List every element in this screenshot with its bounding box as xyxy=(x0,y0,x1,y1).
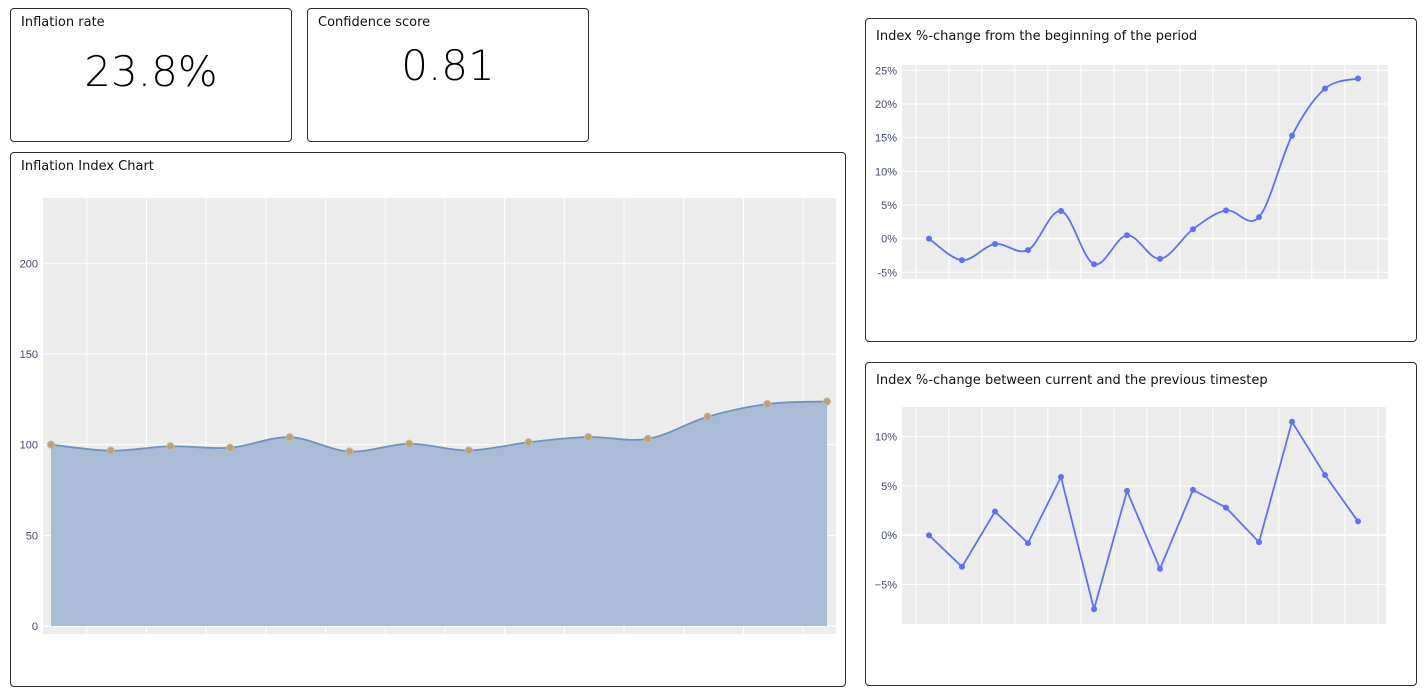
plot-background xyxy=(902,407,1386,624)
data-point xyxy=(1091,606,1097,613)
data-point xyxy=(1124,487,1130,494)
data-point xyxy=(926,235,932,242)
series-line xyxy=(50,400,828,453)
series-line xyxy=(928,419,1359,613)
y-tick-label: 25% xyxy=(875,65,897,77)
data-point xyxy=(992,241,998,248)
data-point xyxy=(1025,540,1031,547)
inflation-rate-card: Inflation rate 23.8% xyxy=(10,8,292,142)
confidence-score-label: Confidence score xyxy=(318,15,431,30)
data-point xyxy=(1223,504,1229,511)
y-tick-label: −5% xyxy=(875,580,898,592)
data-point xyxy=(1256,214,1262,221)
data-point xyxy=(1091,261,1097,268)
inflation-index-chart: 0 50 100 150 200 xyxy=(20,198,836,634)
data-point xyxy=(1322,472,1328,479)
data-point xyxy=(584,432,593,442)
data-point xyxy=(1223,207,1229,214)
data-point xyxy=(926,532,932,539)
data-point xyxy=(464,446,473,455)
data-point xyxy=(1058,208,1064,215)
data-point xyxy=(992,508,998,515)
y-tick-label: 20% xyxy=(875,99,897,111)
data-point xyxy=(1157,565,1163,572)
area-fill xyxy=(51,401,827,626)
data-point xyxy=(1025,247,1031,254)
y-tick-label: 150 xyxy=(20,349,38,361)
cumulative-change-chart: -5% 0% 5% 10% 15% 20% 25% xyxy=(875,65,1388,279)
confidence-score-value: 0.81 xyxy=(401,41,495,90)
data-point xyxy=(225,443,235,452)
chart-title: Index %-change between current and the p… xyxy=(876,373,1268,388)
confidence-score-card: Confidence score 0.81 xyxy=(307,8,589,142)
inflation-index-chart-card: Inflation Index Chart 0 50 100 150 200 xyxy=(10,152,846,687)
data-point xyxy=(1190,226,1196,233)
data-point xyxy=(959,257,965,264)
y-tick-label: 0% xyxy=(881,530,897,542)
y-tick-label: 50 xyxy=(26,530,38,542)
step-change-chart-card: Index %-change between current and the p… xyxy=(865,362,1417,686)
data-point xyxy=(1355,518,1361,525)
plot-background xyxy=(902,65,1388,279)
data-point xyxy=(822,397,832,406)
data-point xyxy=(1355,75,1361,82)
data-point xyxy=(959,563,965,570)
y-tick-label: 0 xyxy=(32,621,38,633)
y-tick-label: 10% xyxy=(875,166,897,178)
y-tick-label: 15% xyxy=(875,133,897,145)
data-point xyxy=(1289,418,1295,425)
data-point xyxy=(1157,255,1163,262)
data-point xyxy=(166,442,175,451)
y-tick-label: 0% xyxy=(881,234,897,246)
data-point xyxy=(1124,232,1130,239)
data-point xyxy=(1058,474,1064,481)
data-point xyxy=(46,440,56,449)
data-point xyxy=(703,412,712,421)
data-point xyxy=(1289,132,1295,139)
data-point xyxy=(405,439,414,448)
y-tick-label: -5% xyxy=(877,267,897,279)
inflation-rate-value: 23.8% xyxy=(84,47,218,96)
y-tick-label: 200 xyxy=(20,258,38,270)
cumulative-change-chart-card: Index %-change from the beginning of the… xyxy=(865,18,1417,342)
y-tick-label: 5% xyxy=(881,481,897,493)
y-tick-label: 5% xyxy=(881,200,897,212)
y-tick-label: 10% xyxy=(875,432,897,444)
data-point xyxy=(106,446,115,455)
series-line xyxy=(928,77,1359,266)
data-point xyxy=(285,433,294,442)
data-point xyxy=(345,447,354,456)
data-point xyxy=(1322,85,1328,92)
chart-title: Index %-change from the beginning of the… xyxy=(876,29,1198,44)
data-point xyxy=(1256,539,1262,546)
inflation-rate-label: Inflation rate xyxy=(21,15,105,30)
data-point xyxy=(1190,486,1196,493)
chart-title: Inflation Index Chart xyxy=(21,159,154,174)
data-point xyxy=(763,399,772,409)
data-point xyxy=(643,434,653,443)
data-point xyxy=(524,438,533,447)
step-change-chart: −5% 0% 5% 10% xyxy=(875,407,1386,624)
y-tick-label: 100 xyxy=(20,440,38,452)
